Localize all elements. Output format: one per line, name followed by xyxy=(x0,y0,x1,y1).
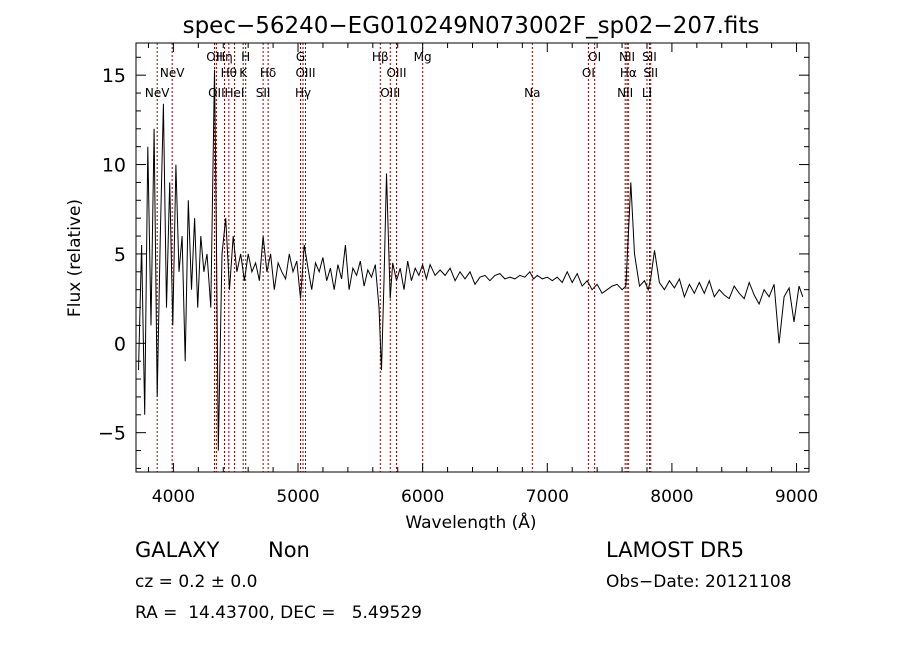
line-marker-label-22: Hα xyxy=(620,66,637,80)
y-tick-label: 5 xyxy=(114,244,126,266)
y-tick-label: 15 xyxy=(102,65,126,87)
line-marker-label-17: Mg xyxy=(414,50,432,64)
line-marker-label-13: Hγ xyxy=(295,86,311,100)
chart-title: spec−56240−EG010249N073002F_sp02−207.fit… xyxy=(183,13,760,39)
x-tick-label: 6000 xyxy=(401,487,444,507)
line-marker-label-26: LI xyxy=(642,86,652,100)
y-tick-label: −5 xyxy=(98,423,126,445)
x-tick-label: 7000 xyxy=(526,487,569,507)
line-marker-label-12: OIII xyxy=(295,66,315,80)
y-axis: −5 0 5 10 15 xyxy=(98,56,809,469)
y-tick-label: 0 xyxy=(114,333,126,355)
line-marker-label-1: NeV xyxy=(160,66,185,80)
line-marker-label-3: OII xyxy=(208,86,225,100)
line-marker-label-20: OI xyxy=(582,66,595,80)
object-subclass: Non xyxy=(268,538,310,562)
spectrum-line xyxy=(138,69,804,451)
x-tick-label: 8000 xyxy=(650,487,693,507)
line-marker-label-2: OII xyxy=(206,50,223,64)
line-marker-label-10: Hδ xyxy=(260,66,276,80)
line-marker-label-18: Na xyxy=(524,86,540,100)
line-markers xyxy=(156,43,652,472)
line-marker-label-23: NII xyxy=(617,86,633,100)
x-tick-label: 4000 xyxy=(152,487,195,507)
object-class: GALAXY xyxy=(135,538,220,562)
line-marker-label-6: HeI xyxy=(224,86,244,100)
line-marker-label-0: NeV xyxy=(145,86,170,100)
line-marker-label-8: K xyxy=(239,66,248,80)
x-tick-label: 9000 xyxy=(775,487,818,507)
survey-name: LAMOST DR5 xyxy=(606,538,745,562)
line-marker-label-7: H xyxy=(241,50,250,64)
observation-date: Obs−Date: 20121108 xyxy=(606,572,792,592)
x-axis: 4000 5000 6000 7000 8000 9000 xyxy=(147,43,818,507)
redshift-cz: cz = 0.2 ± 0.0 xyxy=(135,572,258,592)
plot-frame xyxy=(135,42,810,473)
x-tick-label: 5000 xyxy=(276,487,319,507)
spectrum-chart: spec−56240−EG010249N073002F_sp02−207.fit… xyxy=(65,13,818,530)
line-marker-labels: NeVNeVOIIOIIHηHθHeIHKSIIHδGOIIIHγHβOIIIO… xyxy=(145,50,658,100)
ra-dec-coordinates: RA = 14.43700, DEC = 5.49529 xyxy=(135,603,422,623)
line-marker-label-5: Hθ xyxy=(221,66,237,80)
x-axis-label: Wavelength (Å) xyxy=(405,511,536,530)
line-marker-label-14: Hβ xyxy=(372,50,389,64)
line-marker-label-21: NII xyxy=(619,50,635,64)
line-marker-label-11: G xyxy=(296,50,305,64)
line-marker-label-9: SII xyxy=(256,86,271,100)
line-marker-label-19: OI xyxy=(588,50,601,64)
y-axis-label: Flux (relative) xyxy=(65,199,85,317)
y-tick-label: 10 xyxy=(102,155,126,177)
line-marker-label-25: SII xyxy=(643,66,658,80)
line-marker-label-16: OIII xyxy=(380,86,400,100)
line-marker-label-4: Hη xyxy=(216,50,233,64)
line-marker-label-15: OIII xyxy=(386,66,406,80)
line-marker-label-24: SII xyxy=(642,50,657,64)
